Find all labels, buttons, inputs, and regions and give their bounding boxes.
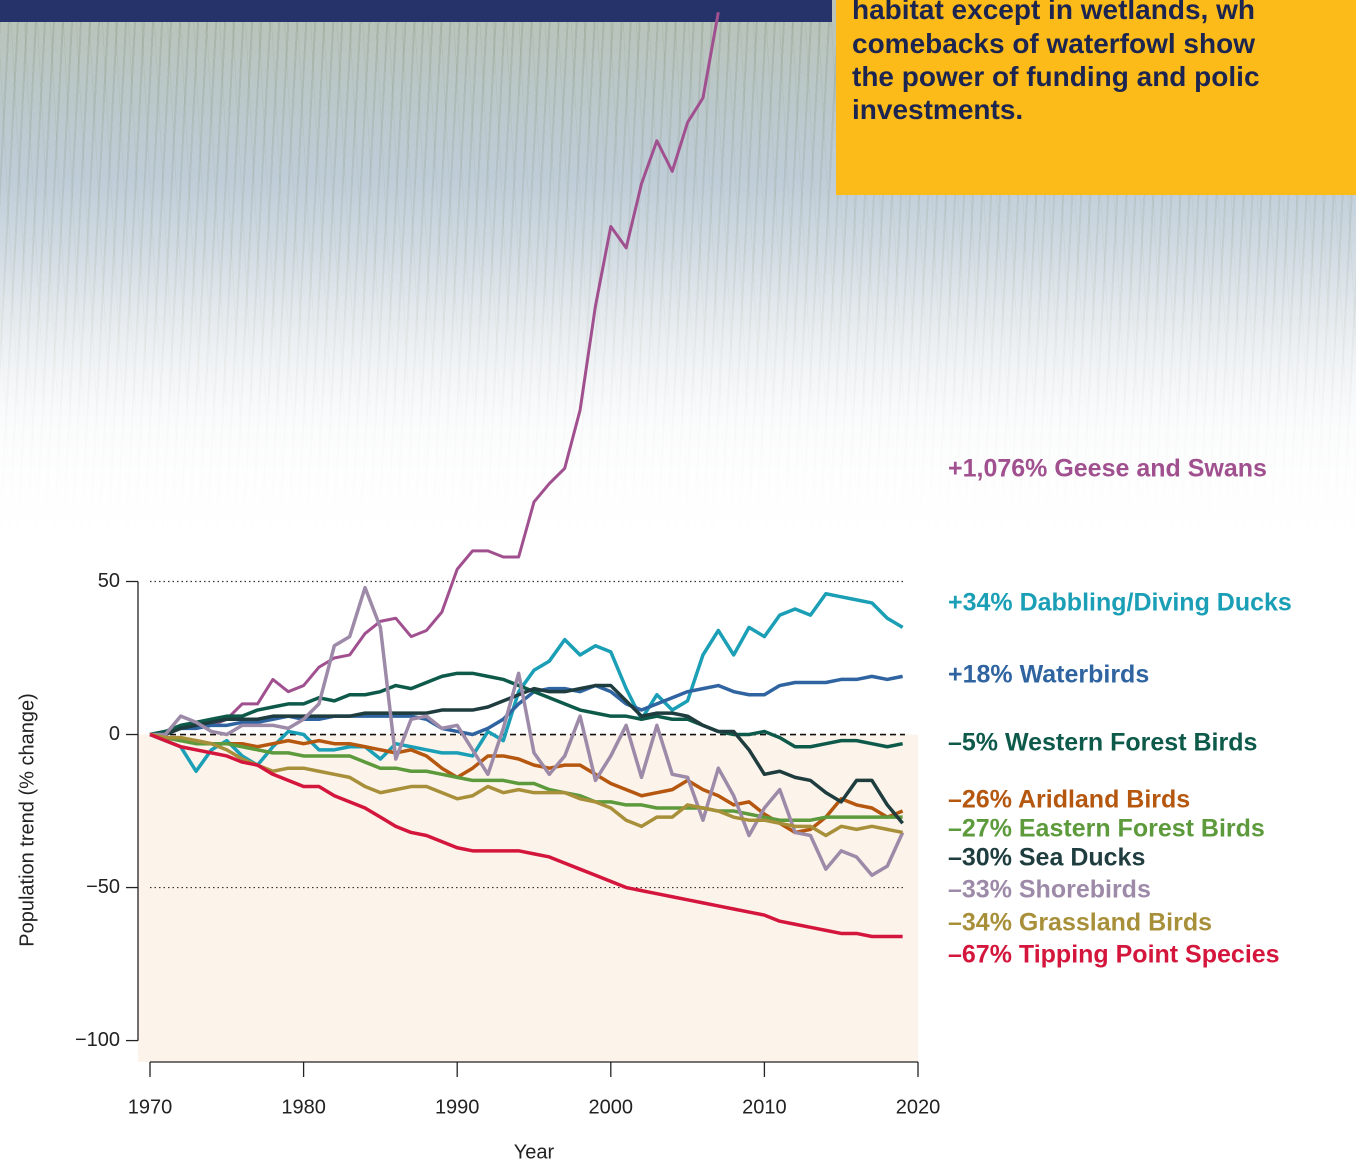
series-line [149, 732, 903, 838]
series-line [150, 683, 904, 825]
y-axis-label: Population trend (% change) [16, 693, 38, 947]
header-band [0, 0, 832, 22]
series-label: –30% Sea Ducks [948, 844, 1145, 872]
y-tick-label: −50 [86, 876, 120, 898]
x-tick-label: 1990 [435, 1096, 480, 1118]
x-tick-label: 2000 [589, 1096, 634, 1118]
x-axis-label: Year [514, 1141, 555, 1163]
series-label: –67% Tipping Point Species [948, 941, 1280, 969]
x-tick-label: 1970 [128, 1096, 173, 1118]
series-label: –33% Shorebirds [948, 876, 1151, 904]
y-tick-label: 0 [109, 723, 120, 745]
negative-area [138, 734, 918, 1062]
series-line [149, 732, 903, 939]
callout-line: investments. [852, 94, 1024, 125]
x-tick-label: 2010 [742, 1096, 787, 1118]
callout-line: comebacks of waterfowl show [852, 28, 1255, 59]
series-label: +18% Waterbirds [948, 661, 1149, 689]
series-label: –26% Aridland Birds [948, 786, 1190, 814]
y-tick-label: −100 [75, 1029, 120, 1051]
series-line [149, 674, 903, 737]
callout-line: habitat except in wetlands, wh [852, 0, 1255, 25]
series-line [149, 11, 720, 736]
series-line [149, 732, 903, 822]
x-tick-label: 1980 [281, 1096, 326, 1118]
series-line [149, 671, 903, 749]
series-label: –27% Eastern Forest Birds [948, 815, 1265, 843]
series-label: +34% Dabbling/Diving Ducks [948, 589, 1292, 617]
y-tick-label: 50 [98, 570, 120, 592]
callout-line: the power of funding and polic [852, 61, 1260, 92]
series-label: –34% Grassland Birds [948, 909, 1212, 937]
series-line [150, 585, 905, 878]
series-label: +1,076% Geese and Swans [948, 455, 1267, 483]
x-tick-label: 2020 [896, 1096, 941, 1118]
callout-box: habitat except in wetlands, wh comebacks… [836, 0, 1356, 195]
series-label: –5% Western Forest Birds [948, 729, 1257, 757]
